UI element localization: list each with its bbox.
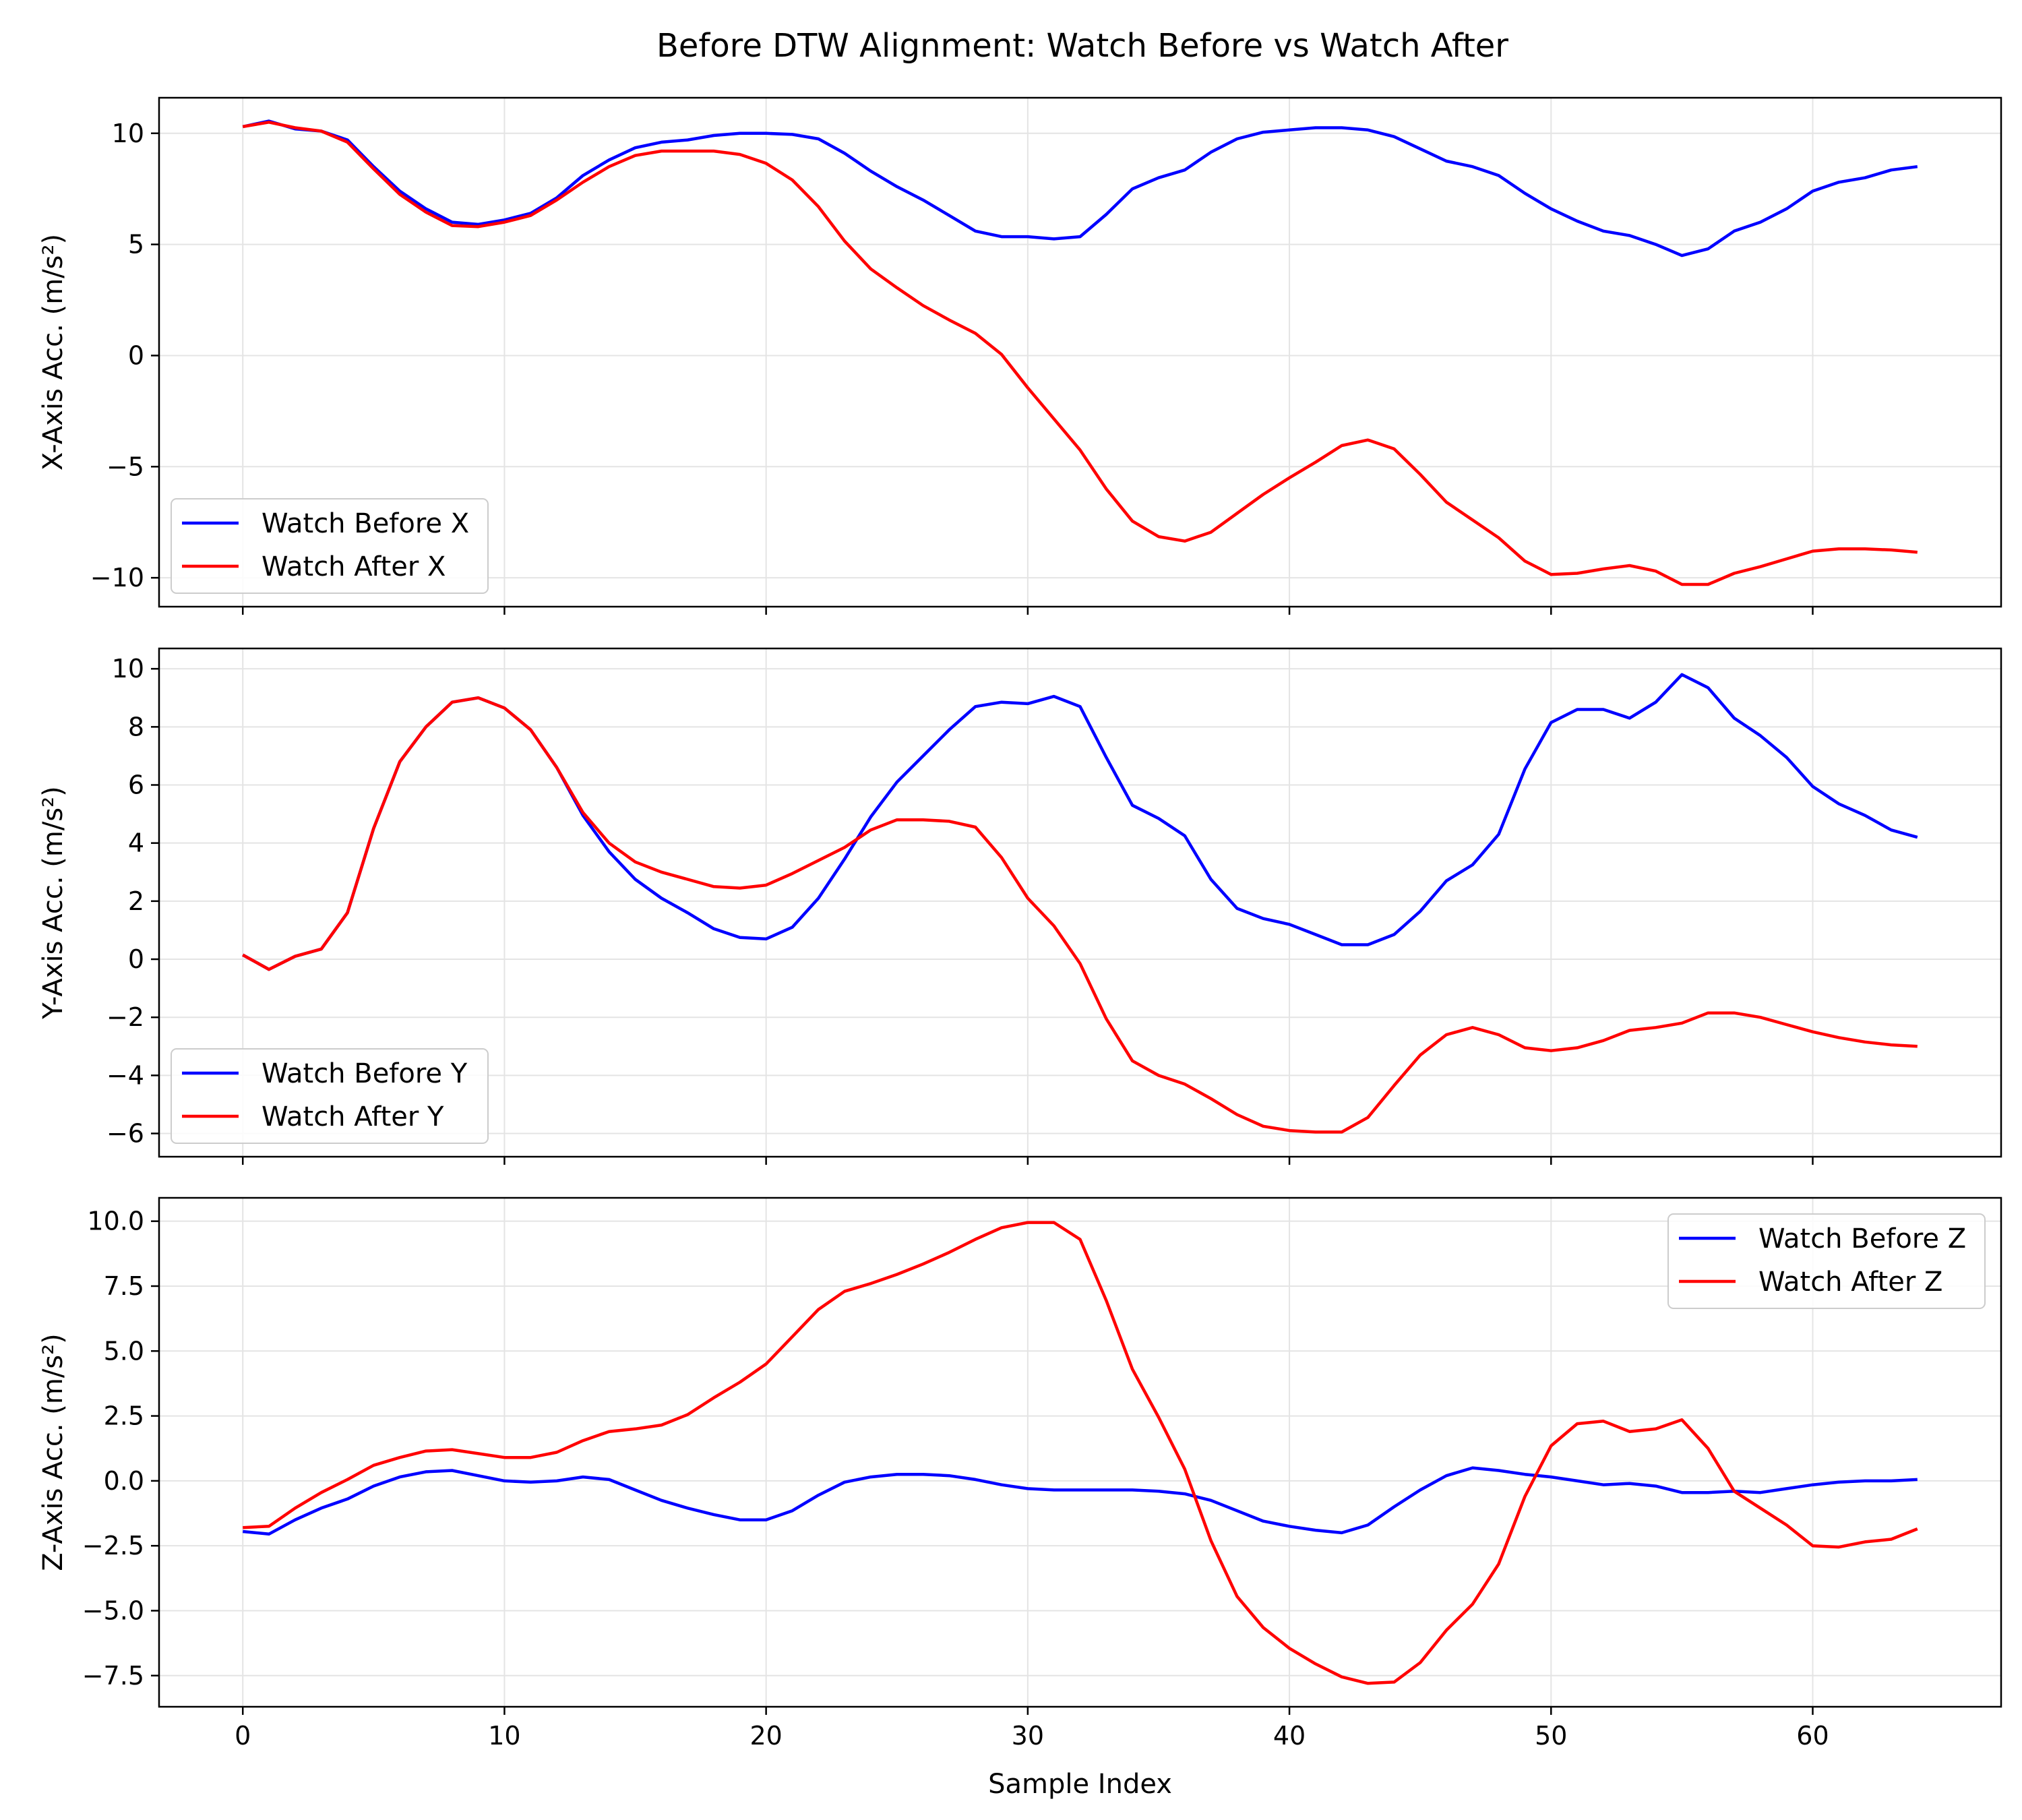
y-tick-label: 0 [128, 340, 144, 370]
legend-label: Watch Before Y [262, 1058, 468, 1089]
grid [159, 98, 2001, 607]
legend-label: Watch Before X [262, 508, 469, 539]
legend-box [171, 498, 489, 594]
y-axis-label: Z-Axis Acc. (m/s²) [38, 1333, 69, 1571]
legend: Watch Before Z Watch After Z [1667, 1213, 1986, 1309]
x-tick-label: 40 [1273, 1721, 1306, 1751]
y-axis-label: X-Axis Acc. (m/s²) [38, 234, 69, 471]
grid [159, 1198, 2001, 1707]
y-tick-label: 10 [112, 654, 144, 684]
x-tick-label: 10 [488, 1721, 520, 1751]
y-tick-label: 10.0 [87, 1207, 144, 1236]
y-tick-label: 5 [128, 230, 144, 260]
y-tick-label: 2.5 [104, 1401, 144, 1431]
x-tick-label: 0 [235, 1721, 251, 1751]
panel-3: 10.0 7.5 5.0 2.5 0.0 −2.5 −5.0 −7.5 0 10 20 30 40 50 6… [38, 1196, 2002, 1751]
y-tick-label: 4 [128, 828, 144, 858]
series-line-watch-before [242, 119, 1918, 257]
y-tick-label: −5 [106, 452, 144, 481]
x-tick-label: 30 [1012, 1721, 1044, 1751]
y-tick-label: 8 [128, 712, 144, 741]
y-tick-label: 5.0 [104, 1336, 144, 1366]
y-tick-label: −7.5 [82, 1661, 144, 1691]
legend-label: Watch Before Z [1758, 1223, 1966, 1254]
legend-label: Watch After Y [262, 1101, 444, 1132]
series-line-watch-before [242, 673, 1918, 971]
series-line-watch-after [242, 121, 1918, 586]
x-axis-label: Sample Index [988, 1769, 1172, 1800]
y-tick-label: −10 [90, 563, 144, 593]
x-tick-label: 50 [1535, 1721, 1567, 1751]
legend-label: Watch After X [262, 551, 446, 582]
y-tick-label: 6 [128, 770, 144, 800]
y-tick-label: 0.0 [104, 1466, 144, 1496]
panel-2: 10 8 6 4 2 0 −2 −4 −6 Y-Axis Acc. (m/s²) Watch Bef… [38, 647, 2002, 1165]
panel-1: 10 5 0 −5 −10 X-Axis Acc. (m/s²) Watch Before … [38, 96, 2002, 615]
series-line-watch-before [242, 1466, 1918, 1536]
y-tick-label: −4 [106, 1060, 144, 1090]
legend-label: Watch After Z [1758, 1267, 1942, 1298]
legend-box [1667, 1213, 1986, 1309]
series-line-watch-after [242, 696, 1918, 1134]
axes-frame [158, 647, 2002, 1158]
y-tick-label: −2 [106, 1002, 144, 1032]
legend-box [171, 1048, 489, 1144]
y-tick-label: −5.0 [82, 1596, 144, 1625]
y-tick-label: 0 [128, 944, 144, 974]
legend: Watch Before Y Watch After Y [171, 1048, 489, 1144]
series-line-watch-after [243, 1221, 1918, 1685]
legend: Watch Before X Watch After X [171, 498, 489, 594]
y-tick-label: −2.5 [82, 1531, 144, 1560]
y-tick-label: 2 [128, 886, 144, 916]
y-axis-label: Y-Axis Acc. (m/s²) [38, 786, 69, 1020]
x-tick-label: 20 [749, 1721, 782, 1751]
y-tick-label: −6 [106, 1119, 144, 1149]
y-tick-label: 7.5 [104, 1271, 144, 1301]
figure-title: Before DTW Alignment: Watch Before vs Wa… [656, 27, 1509, 65]
x-tick-label: 60 [1796, 1721, 1829, 1751]
axes-frame [158, 96, 2002, 608]
y-tick-label: 10 [112, 119, 144, 148]
axes-frame [158, 1196, 2002, 1708]
